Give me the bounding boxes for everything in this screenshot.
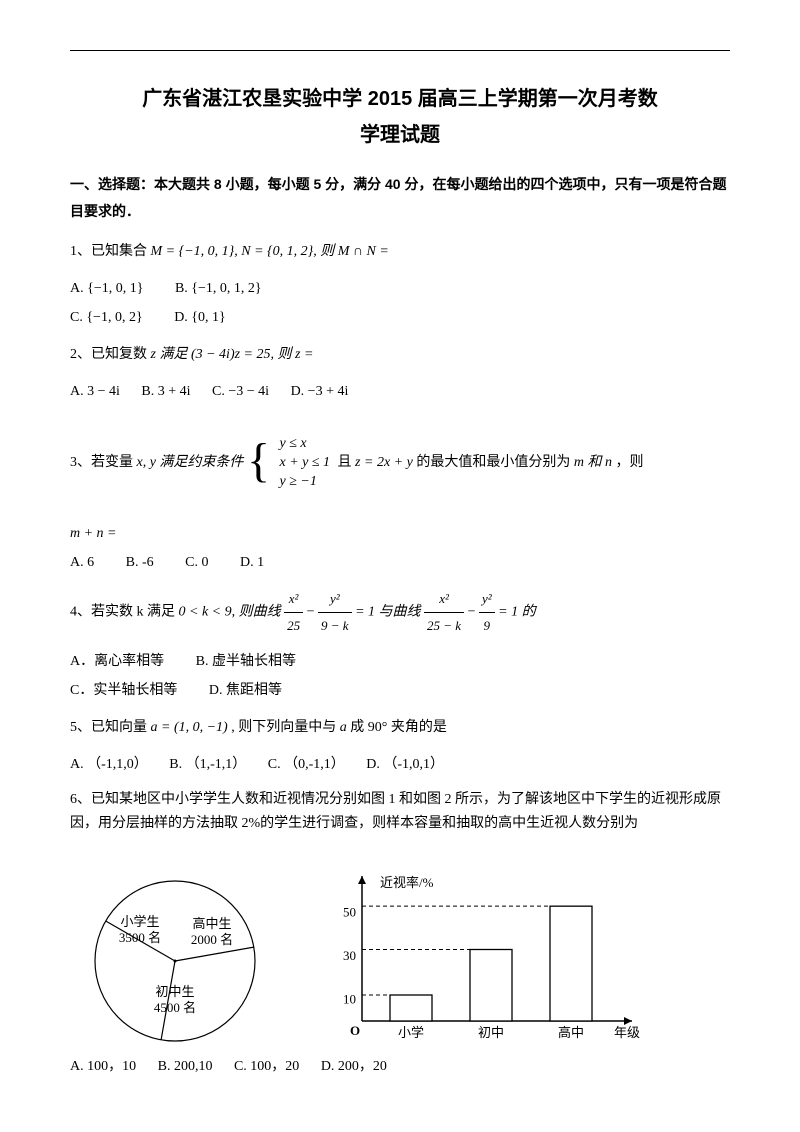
q4-mid2: = 1 与曲线 — [355, 605, 420, 620]
svg-text:小学生: 小学生 — [120, 914, 159, 929]
q1-stem-pre: 1、已知集合 — [70, 244, 147, 259]
q4-options-row1: A．离心率相等 B. 虚半轴长相等 — [70, 651, 730, 673]
svg-text:小学: 小学 — [398, 1025, 424, 1040]
q3-c3: y ≥ −1 — [277, 474, 332, 491]
q3-mn: m + n = — [70, 526, 117, 541]
q2-opt-a: A. 3 − 4i — [70, 381, 120, 403]
q4-opt-d: D. 焦距相等 — [209, 680, 282, 702]
q5-opt-c: C. （0,-1,1） — [268, 754, 345, 776]
top-rule — [70, 50, 730, 51]
q3-post2: z = 2x + y — [355, 456, 413, 471]
svg-text:50: 50 — [343, 905, 356, 920]
question-5: 5、已知向量 a = (1, 0, −1) , 则下列向量中与 a 成 90° … — [70, 714, 730, 742]
q2-math: z 满足 (3 − 4i)z = 25, 则 z = — [151, 347, 314, 362]
svg-text:高中: 高中 — [558, 1025, 584, 1040]
q3-line2: m + n = — [70, 523, 730, 545]
pie-chart: 小学生3500 名 高中生2000 名初中生4500 名 — [70, 866, 280, 1046]
q3-opt-a: A. 6 — [70, 552, 94, 574]
q1-options-row2: C. {−1, 0, 2} D. {0, 1} — [70, 307, 730, 329]
q6-opt-c: C. 100，20 — [234, 1056, 299, 1078]
q2-options: A. 3 − 4i B. 3 + 4i C. −3 − 4i D. −3 + 4… — [70, 381, 730, 403]
bar-chart: 10 30 50 近视率/% O 小学 初中 高中 年级 — [320, 856, 660, 1046]
q5-opt-d: D. （-1,0,1） — [366, 754, 444, 776]
q4-end: = 1 的 — [498, 605, 535, 620]
q1-options-row1: A. {−1, 0, 1} B. {−1, 0, 1, 2} — [70, 278, 730, 300]
q5-post2: 成 90° 夹角的是 — [350, 720, 447, 735]
q3-opt-c: C. 0 — [185, 552, 208, 574]
page-title: 广东省湛江农垦实验中学 2015 届高三上学期第一次月考数 学理试题 — [70, 81, 730, 153]
q5-math2: a — [340, 720, 347, 735]
q3-post4: m 和 n — [574, 456, 612, 471]
q4-frac3: x²25 − k — [424, 586, 464, 639]
svg-text:4500 名: 4500 名 — [154, 1000, 196, 1015]
q3-post1: 且 — [338, 456, 352, 471]
q3-post5: ，则 — [615, 456, 643, 471]
left-brace-icon: { — [247, 413, 270, 509]
q6-options: A. 100，10 B. 200,10 C. 100，20 D. 200，20 — [70, 1056, 730, 1078]
svg-text:2000 名: 2000 名 — [191, 932, 233, 947]
q4-frac2: y²9 − k — [318, 586, 352, 639]
q4-stem-pre: 4、若实数 k 满足 — [70, 605, 175, 620]
question-2: 2、已知复数 z 满足 (3 − 4i)z = 25, 则 z = — [70, 341, 730, 369]
svg-text:O: O — [350, 1023, 360, 1038]
minus-icon-2: − — [468, 605, 479, 620]
svg-text:初中: 初中 — [478, 1025, 504, 1040]
q6-opt-d: D. 200，20 — [321, 1056, 387, 1078]
q3-stem-pre: 3、若变量 — [70, 456, 133, 471]
q3-post3: 的最大值和最小值分别为 — [416, 456, 570, 471]
q2-stem-pre: 2、已知复数 — [70, 347, 147, 362]
q4-opt-c: C．实半轴长相等 — [70, 680, 177, 702]
q4-options-row2: C．实半轴长相等 D. 焦距相等 — [70, 680, 730, 702]
question-3: 3、若变量 x, y 满足约束条件 { y ≤ x x + y ≤ 1 y ≥ … — [70, 415, 730, 511]
q5-opt-b: B. （1,-1,1） — [169, 754, 246, 776]
q1-opt-c: C. {−1, 0, 2} — [70, 307, 143, 329]
q6-opt-a: A. 100，10 — [70, 1056, 136, 1078]
svg-text:近视率/%: 近视率/% — [380, 875, 434, 890]
question-1: 1、已知集合 M = {−1, 0, 1}, N = {0, 1, 2}, 则 … — [70, 238, 730, 266]
q3-opt-b: B. -6 — [126, 552, 154, 574]
minus-icon: − — [307, 605, 318, 620]
q5-options: A. （-1,1,0） B. （1,-1,1） C. （0,-1,1） D. （… — [70, 754, 730, 776]
svg-text:高中生: 高中生 — [192, 916, 231, 931]
svg-text:初中生: 初中生 — [155, 984, 194, 999]
q2-opt-d: D. −3 + 4i — [291, 381, 349, 403]
q5-stem-pre: 5、已知向量 — [70, 720, 147, 735]
q5-post: , 则下列向量中与 — [231, 720, 336, 735]
q1-opt-b: B. {−1, 0, 1, 2} — [175, 278, 262, 300]
svg-text:10: 10 — [343, 991, 356, 1006]
section-1-head: 一、选择题：本大题共 8 小题，每小题 5 分，满分 40 分，在每小题给出的四… — [70, 171, 730, 224]
q3-c2: x + y ≤ 1 — [277, 455, 332, 472]
q6-opt-b: B. 200,10 — [158, 1056, 213, 1078]
figures-row: 小学生3500 名 高中生2000 名初中生4500 名 10 30 50 近视率/% O… — [70, 856, 730, 1046]
q2-opt-c: C. −3 − 4i — [212, 381, 269, 403]
q4-frac1: x²25 — [284, 586, 303, 639]
q3-stem-mid: x, y 满足约束条件 — [137, 456, 244, 471]
q1-opt-a: A. {−1, 0, 1} — [70, 278, 143, 300]
q3-opt-d: D. 1 — [240, 552, 264, 574]
svg-text:30: 30 — [343, 948, 356, 963]
svg-text:3500 名: 3500 名 — [119, 930, 161, 945]
question-6: 6、已知某地区中小学学生人数和近视情况分别如图 1 和如图 2 所示，为了解该地… — [70, 788, 730, 836]
question-4: 4、若实数 k 满足 0 < k < 9, 则曲线 x²25 − y²9 − k… — [70, 586, 730, 639]
q5-opt-a: A. （-1,1,0） — [70, 754, 148, 776]
q3-options: A. 6 B. -6 C. 0 D. 1 — [70, 552, 730, 574]
q5-math: a = (1, 0, −1) — [151, 720, 228, 735]
q3-constraints: y ≤ x x + y ≤ 1 y ≥ −1 — [275, 434, 334, 492]
q3-c1: y ≤ x — [277, 436, 332, 453]
q4-opt-a: A．离心率相等 — [70, 651, 164, 673]
title-line2: 学理试题 — [70, 117, 730, 153]
q1-math: M = {−1, 0, 1}, N = {0, 1, 2}, 则 M ∩ N = — [151, 244, 389, 259]
q4-frac4: y²9 — [479, 586, 495, 639]
q4-opt-b: B. 虚半轴长相等 — [196, 651, 296, 673]
q1-opt-d: D. {0, 1} — [174, 307, 226, 329]
q2-opt-b: B. 3 + 4i — [141, 381, 190, 403]
q4-stem-mid: 0 < k < 9, 则曲线 — [179, 605, 281, 620]
title-line1: 广东省湛江农垦实验中学 2015 届高三上学期第一次月考数 — [70, 81, 730, 117]
svg-text:年级: 年级 — [614, 1025, 640, 1040]
